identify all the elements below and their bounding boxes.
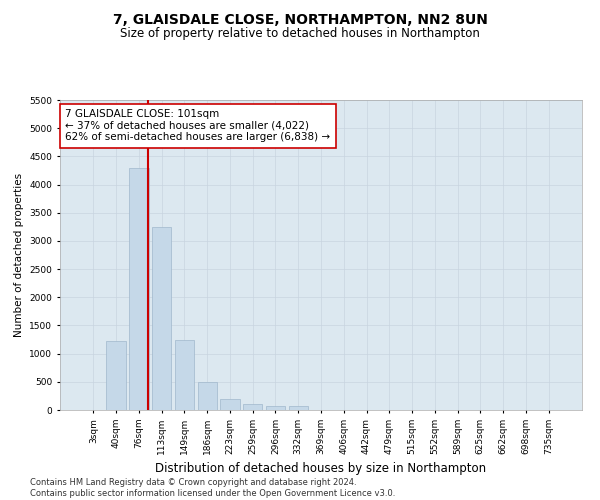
Bar (289, 406, 308, 410)
Bar (197, 382, 217, 410)
Bar (106, 341, 126, 410)
X-axis label: Distribution of detached houses by size in Northampton: Distribution of detached houses by size … (155, 462, 487, 475)
Bar (175, 340, 194, 410)
Text: Contains HM Land Registry data © Crown copyright and database right 2024.
Contai: Contains HM Land Registry data © Crown c… (30, 478, 395, 498)
Bar (243, 404, 262, 410)
Y-axis label: Number of detached properties: Number of detached properties (14, 173, 24, 337)
Text: 7 GLAISDALE CLOSE: 101sqm
← 37% of detached houses are smaller (4,022)
62% of se: 7 GLAISDALE CLOSE: 101sqm ← 37% of detac… (65, 110, 331, 142)
Bar (266, 406, 285, 410)
Bar (220, 398, 239, 410)
Bar (152, 227, 172, 410)
Text: 7, GLAISDALE CLOSE, NORTHAMPTON, NN2 8UN: 7, GLAISDALE CLOSE, NORTHAMPTON, NN2 8UN (113, 12, 487, 26)
Text: Size of property relative to detached houses in Northampton: Size of property relative to detached ho… (120, 28, 480, 40)
Bar (129, 168, 149, 410)
